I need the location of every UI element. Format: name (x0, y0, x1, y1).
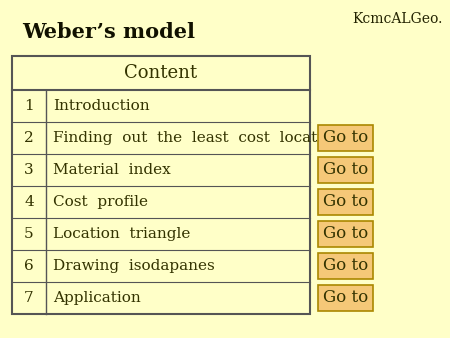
FancyBboxPatch shape (318, 189, 373, 215)
Text: Application: Application (53, 291, 141, 305)
Text: Go to: Go to (323, 258, 368, 274)
Text: 2: 2 (24, 131, 34, 145)
Text: Cost  profile: Cost profile (53, 195, 148, 209)
FancyBboxPatch shape (318, 221, 373, 247)
Text: 6: 6 (24, 259, 34, 273)
FancyBboxPatch shape (318, 125, 373, 151)
Text: Weber’s model: Weber’s model (22, 22, 195, 42)
Bar (12, 56, 310, 314)
Text: Content: Content (125, 64, 198, 82)
Text: Material  index: Material index (53, 163, 171, 177)
FancyBboxPatch shape (318, 157, 373, 183)
Text: Location  triangle: Location triangle (53, 227, 190, 241)
Text: Introduction: Introduction (53, 99, 149, 113)
Text: 7: 7 (24, 291, 34, 305)
Text: Go to: Go to (323, 193, 368, 211)
Text: Finding  out  the  least  cost  location: Finding out the least cost location (53, 131, 341, 145)
Text: 4: 4 (24, 195, 34, 209)
Text: Go to: Go to (323, 162, 368, 178)
Text: KcmcALGeo.: KcmcALGeo. (353, 12, 443, 26)
Text: Go to: Go to (323, 129, 368, 146)
Text: Go to: Go to (323, 290, 368, 307)
Text: 1: 1 (24, 99, 34, 113)
FancyBboxPatch shape (318, 285, 373, 311)
FancyBboxPatch shape (318, 253, 373, 279)
Text: 5: 5 (24, 227, 34, 241)
Text: Go to: Go to (323, 225, 368, 242)
Text: Drawing  isodapanes: Drawing isodapanes (53, 259, 215, 273)
Text: 3: 3 (24, 163, 34, 177)
